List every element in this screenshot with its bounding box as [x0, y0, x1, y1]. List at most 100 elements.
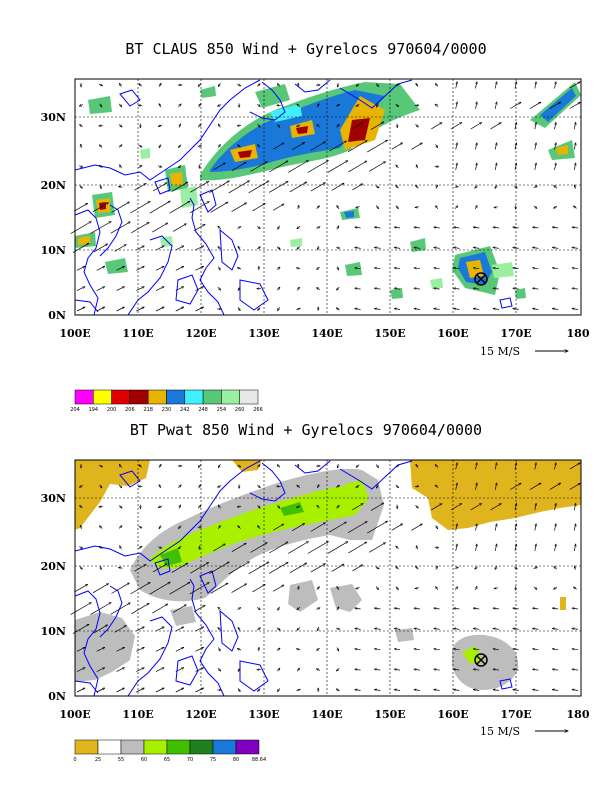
wind-vector: [90, 603, 112, 615]
wind-vector: [288, 161, 308, 173]
wind-vector: [436, 206, 439, 210]
wind-vector: [178, 525, 182, 529]
wind-vector: [119, 187, 123, 188]
wind-vector: [355, 227, 361, 228]
wind-vector: [258, 145, 261, 148]
wind-vector: [130, 582, 150, 595]
wind-vector: [136, 688, 144, 693]
wind-vector: [248, 181, 269, 194]
wind-vector: [395, 84, 399, 86]
wind-vector: [352, 565, 362, 572]
wind-vector: [276, 246, 280, 250]
legend-label: 75: [210, 757, 216, 763]
wind-vector: [435, 465, 439, 468]
wind-vector: [533, 247, 539, 248]
wind-vector: [307, 160, 329, 173]
wind-vector: [436, 185, 438, 189]
wind-vector: [455, 102, 458, 109]
wind-vector: [552, 690, 559, 691]
wind-vector: [269, 161, 288, 173]
wind-vector: [352, 184, 362, 191]
wind-vector: [554, 205, 558, 208]
panel1-frame: [74, 78, 582, 316]
wind-vector: [473, 268, 480, 269]
wind-vector: [195, 647, 204, 652]
wind-vector: [533, 268, 539, 269]
wind-vector: [76, 647, 85, 652]
wind-vector: [529, 483, 541, 490]
wind-vector: [81, 144, 82, 149]
wind-vector: [369, 162, 385, 172]
wind-vector: [336, 689, 340, 692]
wind-vector: [431, 123, 442, 130]
wind-vector: [218, 464, 220, 467]
panel1-wind-vectors: [70, 82, 581, 312]
wind-vector: [138, 145, 142, 147]
wind-vector: [513, 669, 519, 670]
legend-label: 194: [89, 407, 99, 413]
wind-vector: [273, 204, 284, 211]
wind-vector: [79, 566, 83, 569]
wind-vector: [549, 102, 561, 109]
wind-vector: [237, 608, 241, 610]
wind-vector: [92, 203, 109, 213]
wind-vector: [535, 503, 536, 511]
wind-vector: [513, 288, 519, 289]
wind-vector: [231, 162, 246, 172]
wind-vector: [118, 103, 122, 107]
wind-vector: [296, 689, 301, 691]
wind-vector: [552, 628, 559, 629]
wind-vector: [436, 587, 439, 591]
wind-vector: [473, 649, 480, 650]
wind-vector: [554, 463, 557, 470]
wind-vector: [218, 607, 222, 611]
wind-vector: [96, 647, 105, 652]
wind-vector: [394, 649, 401, 650]
panel1-y-ticks: 0N 10N 20N 30N: [41, 111, 66, 322]
x-tick: 140E: [311, 327, 342, 340]
panel2-x-ticks: 100E 110E 120E 130E 140E 150E 160E 170E …: [59, 708, 590, 721]
wind-vector: [195, 307, 204, 312]
legend-swatch: [74, 389, 94, 405]
wind-vector: [356, 104, 360, 106]
wind-vector: [256, 247, 260, 250]
wind-vector: [435, 485, 439, 488]
wind-vector: [533, 690, 539, 691]
wind-vector: [376, 586, 378, 590]
legend-swatch: [111, 389, 131, 405]
wind-vector: [316, 288, 321, 290]
legend-label: 88.64: [252, 757, 266, 763]
wind-vector: [533, 628, 539, 629]
wind-vector: [416, 165, 417, 169]
wind-vector: [535, 524, 536, 531]
wind-vector: [98, 465, 103, 467]
wind-vector: [116, 307, 125, 312]
wind-vector: [252, 584, 266, 593]
wind-vector: [250, 543, 268, 553]
wind-vector: [327, 542, 348, 554]
wind-vector: [434, 649, 440, 650]
wind-vector: [434, 227, 440, 228]
wind-vector: [336, 287, 340, 290]
wind-vector: [415, 588, 419, 589]
panel1-title: BT CLAUS 850 Wind + Gyrelocs 970604/0000: [125, 40, 487, 58]
wind-vector: [455, 544, 458, 551]
wind-vector: [238, 667, 240, 672]
wind-vector: [131, 222, 149, 234]
wind-vector: [473, 247, 480, 248]
wind-vector: [297, 506, 301, 508]
panel2-shading: [75, 460, 581, 690]
wind-vector: [554, 143, 557, 150]
wind-vector: [257, 504, 261, 508]
wind-vector: [175, 287, 184, 291]
legend-label: 230: [162, 407, 172, 413]
wind-vector: [515, 143, 516, 150]
wind-vector: [434, 547, 439, 548]
wind-vector: [327, 161, 348, 173]
wind-vector: [297, 226, 301, 228]
wind-vector: [494, 588, 498, 589]
x-tick: 100E: [59, 327, 90, 340]
wind-vector: [159, 485, 162, 489]
wind-vector: [238, 145, 241, 148]
wind-vector: [475, 566, 478, 570]
